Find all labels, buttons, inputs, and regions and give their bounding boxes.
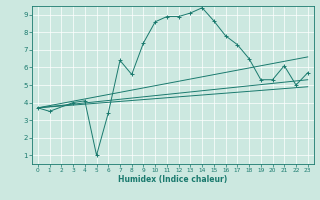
- X-axis label: Humidex (Indice chaleur): Humidex (Indice chaleur): [118, 175, 228, 184]
